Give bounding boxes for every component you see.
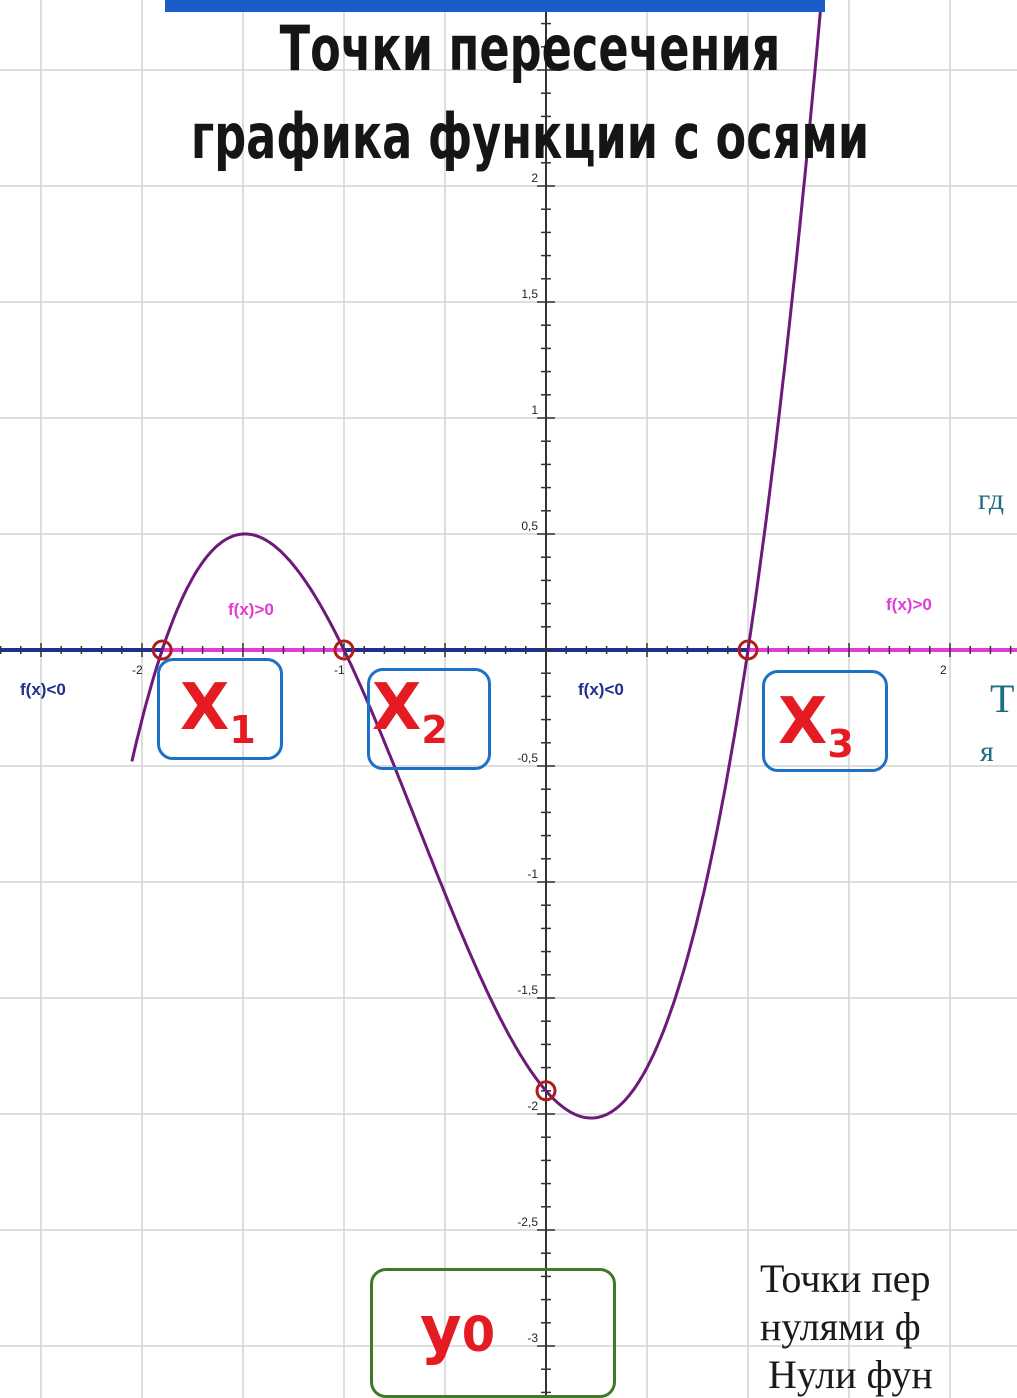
sign-label-positive-1: f(x)>0 [228, 600, 274, 619]
sign-label-positive-2: f(x)>0 [886, 595, 932, 614]
side-text-bottom-1: Точки пер [760, 1256, 931, 1301]
title-line-1: Точки пересечения [279, 12, 781, 85]
title-line-2: графика функции с осями [190, 100, 870, 173]
root-marker-x1 [151, 639, 173, 661]
title-accent-bar [165, 0, 825, 12]
x-tick-label: -1 [334, 663, 345, 677]
y-tick-label: -3 [527, 1331, 538, 1345]
y-tick-label: 2 [531, 171, 538, 185]
y-tick-label: -1,5 [517, 983, 538, 997]
root-box-x2 [367, 668, 491, 770]
sign-label-negative-1: f(x)<0 [20, 680, 66, 699]
y-tick-label: 1 [531, 403, 538, 417]
sign-label-negative-2: f(x)<0 [578, 680, 624, 699]
root-marker-x3 [737, 639, 759, 661]
side-text-bottom-2: нулями ф [760, 1304, 921, 1349]
side-text-fragment-1: гд [978, 483, 1005, 516]
function-curve [130, 0, 823, 1120]
y-intercept-marker [535, 1080, 557, 1102]
y-tick-label: 0,5 [521, 519, 538, 533]
root-marker-x2 [333, 639, 355, 661]
root-box-x1 [157, 658, 283, 760]
side-text-fragment-2: Т [990, 676, 1015, 721]
x-tick-label: -2 [132, 663, 143, 677]
root-label-x1: X1 [180, 671, 256, 752]
y-intercept-box [370, 1268, 616, 1398]
side-text-bottom-3: Нули фун [768, 1352, 933, 1397]
side-text-fragment-3: я [980, 735, 994, 768]
intersection-markers [151, 639, 759, 1102]
y-tick-label: -2,5 [517, 1215, 538, 1229]
root-label-x3: X3 [778, 685, 854, 766]
y-tick-label: -0,5 [517, 751, 538, 765]
root-box-x3 [762, 670, 888, 772]
root-label-x2: X2 [372, 671, 448, 752]
y-tick-label: -2 [527, 1099, 538, 1113]
x-tick-label: 2 [940, 663, 947, 677]
y-tick-label: 1,5 [521, 287, 538, 301]
y-tick-label: -1 [527, 867, 538, 881]
y-intercept-label: y0 [420, 1293, 496, 1367]
